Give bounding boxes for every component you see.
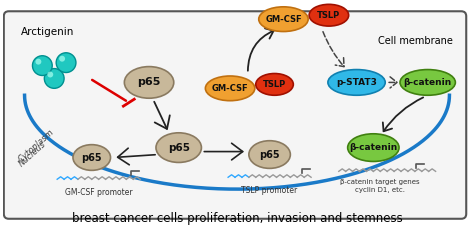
Text: GM-CSF: GM-CSF (265, 15, 302, 24)
Ellipse shape (56, 53, 76, 72)
Text: TSLP: TSLP (317, 11, 340, 20)
Ellipse shape (36, 59, 41, 65)
Text: β-catenin: β-catenin (403, 78, 452, 87)
Text: GM-CSF: GM-CSF (212, 84, 248, 93)
Ellipse shape (47, 72, 53, 77)
Text: p65: p65 (259, 150, 280, 160)
Ellipse shape (156, 133, 201, 162)
Ellipse shape (73, 145, 110, 170)
Ellipse shape (59, 56, 65, 62)
Ellipse shape (45, 69, 64, 88)
Text: cyclin D1, etc.: cyclin D1, etc. (356, 187, 405, 193)
FancyBboxPatch shape (4, 11, 466, 219)
Ellipse shape (309, 4, 349, 26)
Ellipse shape (124, 67, 174, 98)
Text: TSLP: TSLP (263, 80, 286, 89)
Text: β-catenin: β-catenin (349, 143, 398, 152)
Ellipse shape (32, 56, 52, 75)
Text: p-STAT3: p-STAT3 (336, 78, 377, 87)
Ellipse shape (328, 70, 385, 95)
Ellipse shape (347, 134, 399, 161)
Ellipse shape (205, 76, 255, 101)
Text: p65: p65 (82, 153, 102, 162)
Text: Cytoplasm: Cytoplasm (17, 128, 56, 164)
Ellipse shape (249, 141, 291, 168)
Text: Arctigenin: Arctigenin (20, 27, 74, 37)
Ellipse shape (259, 7, 308, 31)
Ellipse shape (256, 74, 293, 95)
Text: p65: p65 (137, 77, 161, 87)
Text: TSLP promoter: TSLP promoter (241, 186, 298, 195)
Text: β-catenin target genes: β-catenin target genes (340, 179, 420, 185)
Text: GM-CSF promoter: GM-CSF promoter (65, 188, 132, 197)
Text: p65: p65 (168, 143, 190, 153)
Text: Cell membrane: Cell membrane (377, 36, 452, 46)
Ellipse shape (400, 70, 456, 95)
Text: breast cancer cells proliferation, invasion and stemness: breast cancer cells proliferation, invas… (72, 212, 402, 225)
Text: Nucleus: Nucleus (17, 140, 47, 169)
